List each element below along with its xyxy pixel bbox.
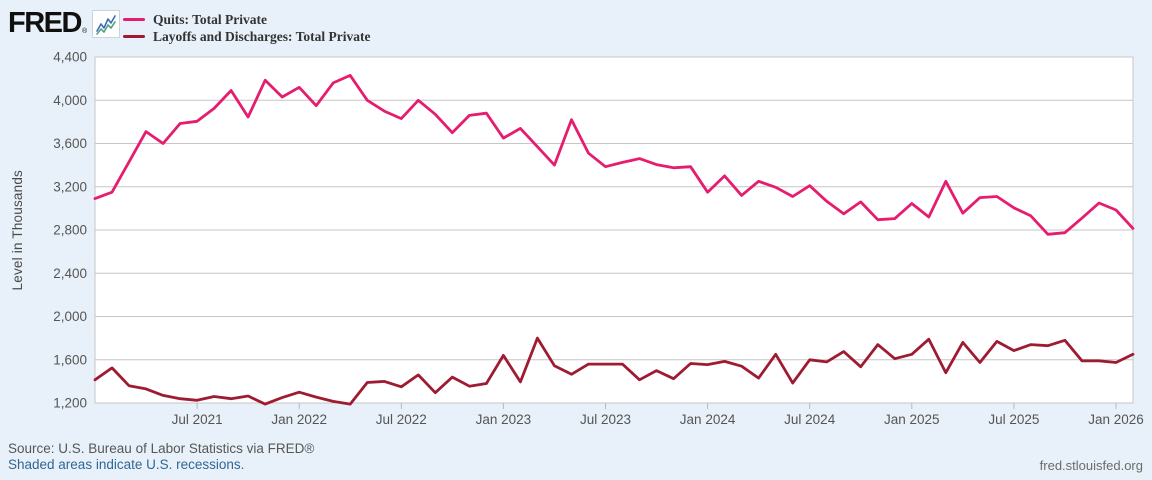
- registered-trademark-symbol: ®: [81, 28, 88, 35]
- y-tick-label: 2,800: [53, 223, 87, 238]
- y-tick-label: 3,600: [53, 136, 87, 151]
- quits-series-label: Quits: Total Private: [153, 11, 267, 27]
- legend-item-quits: Quits: Total Private: [123, 11, 371, 28]
- legend-item-layoffs: Layoffs and Discharges: Total Private: [123, 28, 371, 45]
- fred-site-link[interactable]: fred.stlouisfed.org: [1039, 458, 1143, 473]
- quits-line-series: [93, 74, 1135, 236]
- y-axis-title: Level in Thousands: [10, 57, 25, 403]
- x-tick-label: Jul 2023: [580, 412, 631, 427]
- y-tick-label: 4,400: [53, 50, 87, 65]
- x-tick-label: Jul 2025: [988, 412, 1039, 427]
- fred-logo-text: FRED: [8, 7, 82, 39]
- plot-border: [94, 56, 1134, 404]
- y-tick-label: 3,200: [53, 179, 87, 194]
- legend: Quits: Total Private Layoffs and Dischar…: [123, 11, 371, 45]
- x-tick-label: Jul 2024: [784, 412, 836, 427]
- x-tick-label: Jan 2022: [271, 412, 327, 427]
- x-tick-label: Jan 2024: [680, 412, 736, 427]
- y-tick-label: 1,200: [53, 396, 87, 411]
- x-tick-label: Jul 2022: [376, 412, 427, 427]
- header: FRED ®: [8, 7, 121, 39]
- x-tick-label: Jan 2025: [884, 412, 940, 427]
- line-chart-plot: 1,200 1,600 2,000 2,400 2,800 3,200 3,600 4,000…: [53, 50, 1144, 428]
- layoffs-series-label: Layoffs and Discharges: Total Private: [153, 28, 371, 44]
- x-tick-label: Jan 2023: [476, 412, 532, 427]
- y-tick-label: 4,000: [53, 93, 87, 108]
- y-axis-title-text: Level in Thousands: [10, 169, 25, 291]
- recessions-note-link[interactable]: Shaded areas indicate U.S. recessions.: [8, 457, 245, 472]
- y-tick-label: 2,000: [53, 309, 87, 324]
- sparkline-chart-icon: [92, 10, 121, 38]
- x-tick-label: Jul 2021: [172, 412, 223, 427]
- y-tick-label: 1,600: [53, 352, 87, 367]
- y-tick-label: 2,400: [53, 266, 87, 281]
- layoffs-line-series: [93, 336, 1135, 406]
- fred-logo[interactable]: FRED ®: [8, 7, 121, 39]
- x-tick-label: Jan 2026: [1088, 412, 1144, 427]
- layoffs-series-swatch: [123, 35, 145, 38]
- quits-series-swatch: [123, 18, 145, 21]
- source-text: Source: U.S. Bureau of Labor Statistics …: [8, 441, 315, 456]
